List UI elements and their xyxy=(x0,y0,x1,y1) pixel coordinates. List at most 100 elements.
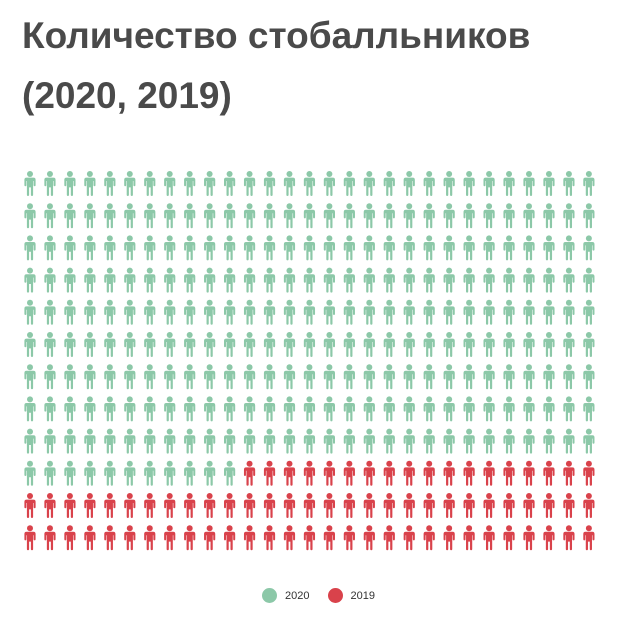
person-icon-2019 xyxy=(263,460,276,486)
person-icon-2020 xyxy=(303,267,316,293)
person-icon-2020 xyxy=(583,267,595,293)
person-icon-2020 xyxy=(343,235,355,261)
person-icon-2020 xyxy=(423,267,435,293)
person-icon-2020 xyxy=(184,460,196,486)
person-icon-2020 xyxy=(124,428,136,454)
person-icon-2019 xyxy=(583,460,595,486)
person-icon-2020 xyxy=(463,428,475,454)
person-icon-2020 xyxy=(263,428,276,454)
person-icon-2019 xyxy=(303,525,316,551)
person-icon-2020 xyxy=(243,332,256,357)
person-icon-2019 xyxy=(164,525,176,551)
person-icon-2020 xyxy=(164,428,176,454)
person-icon-2020 xyxy=(303,171,316,196)
person-icon-2020 xyxy=(263,235,276,261)
person-icon-2020 xyxy=(303,364,316,390)
person-icon-2020 xyxy=(144,460,156,486)
person-icon-2019 xyxy=(243,493,256,518)
person-icon-2020 xyxy=(423,203,435,229)
person-icon-2020 xyxy=(184,267,196,293)
person-icon-2019 xyxy=(323,525,335,551)
person-icon-2019 xyxy=(563,493,575,518)
person-icon-2019 xyxy=(283,493,296,518)
person-icon-2020 xyxy=(104,171,116,196)
person-icon-2020 xyxy=(243,299,256,325)
person-icon-2019 xyxy=(144,525,156,551)
person-icon-2020 xyxy=(224,171,236,196)
person-icon-2020 xyxy=(263,364,276,390)
legend-item-2020[interactable]: 2020 xyxy=(262,588,310,603)
person-icon-2020 xyxy=(104,396,116,422)
person-icon-2019 xyxy=(44,525,56,551)
person-icon-2019 xyxy=(24,525,36,551)
person-icon-2020 xyxy=(164,171,176,196)
person-icon-2019 xyxy=(323,460,335,486)
person-icon-2019 xyxy=(263,493,276,518)
person-icon-2020 xyxy=(124,364,136,390)
person-icon-2020 xyxy=(483,364,495,390)
person-icon-2020 xyxy=(263,299,276,325)
person-icon-2020 xyxy=(323,396,335,422)
person-icon-2020 xyxy=(204,235,216,261)
person-icon-2020 xyxy=(463,332,475,357)
person-icon-2019 xyxy=(84,525,96,551)
person-icon-2019 xyxy=(303,460,316,486)
person-icon-2020 xyxy=(84,332,96,357)
person-icon-2020 xyxy=(283,203,296,229)
person-icon-2019 xyxy=(204,525,216,551)
person-icon-2020 xyxy=(343,267,355,293)
person-icon-2020 xyxy=(323,267,335,293)
person-icon-2020 xyxy=(363,396,375,422)
person-icon-2020 xyxy=(204,460,216,486)
person-icon-2020 xyxy=(323,299,335,325)
person-icon-2020 xyxy=(583,171,595,196)
person-icon-2020 xyxy=(144,171,156,196)
person-icon-2019 xyxy=(523,460,535,486)
person-icon-2020 xyxy=(443,203,455,229)
person-icon-2020 xyxy=(423,364,435,390)
person-icon-2020 xyxy=(523,267,535,293)
person-icon-2020 xyxy=(104,235,116,261)
legend-item-2019[interactable]: 2019 xyxy=(327,588,375,603)
person-icon-2020 xyxy=(24,332,36,357)
person-icon-2020 xyxy=(44,171,56,196)
person-icon-2020 xyxy=(423,396,435,422)
person-icon-2020 xyxy=(383,171,395,196)
person-icon-2020 xyxy=(283,235,296,261)
person-icon-2020 xyxy=(104,203,116,229)
person-icon-2020 xyxy=(224,203,236,229)
person-icon-2019 xyxy=(423,493,435,518)
person-icon-2020 xyxy=(263,267,276,293)
person-icon-2020 xyxy=(124,460,136,486)
person-icon-2020 xyxy=(363,235,375,261)
person-icon-2020 xyxy=(503,235,515,261)
person-icon-2020 xyxy=(543,428,555,454)
person-icon-2020 xyxy=(383,364,395,390)
person-icon-2020 xyxy=(64,235,76,261)
person-icon-2019 xyxy=(523,493,535,518)
person-icon-2020 xyxy=(204,396,216,422)
person-icon-2020 xyxy=(124,396,136,422)
person-icon-2020 xyxy=(224,332,236,357)
person-icon-2020 xyxy=(204,364,216,390)
person-icon-2019 xyxy=(204,493,216,518)
person-icon-2020 xyxy=(164,267,176,293)
person-icon-2020 xyxy=(403,299,415,325)
person-icon-2019 xyxy=(583,493,595,518)
person-icon-2020 xyxy=(343,396,355,422)
person-icon-2019 xyxy=(543,525,555,551)
person-icon-2020 xyxy=(84,428,96,454)
person-icon-2020 xyxy=(563,428,575,454)
person-icon-2019 xyxy=(104,493,116,518)
person-icon-2019 xyxy=(563,460,575,486)
person-icon-2020 xyxy=(104,428,116,454)
person-icon-2020 xyxy=(164,396,176,422)
person-icon-2020 xyxy=(383,203,395,229)
person-icon-2020 xyxy=(24,203,36,229)
person-icon-2020 xyxy=(144,299,156,325)
person-icon-2020 xyxy=(44,332,56,357)
person-icon-2020 xyxy=(523,428,535,454)
person-icon-2020 xyxy=(503,428,515,454)
person-icon-2020 xyxy=(483,267,495,293)
person-icon-2020 xyxy=(24,396,36,422)
